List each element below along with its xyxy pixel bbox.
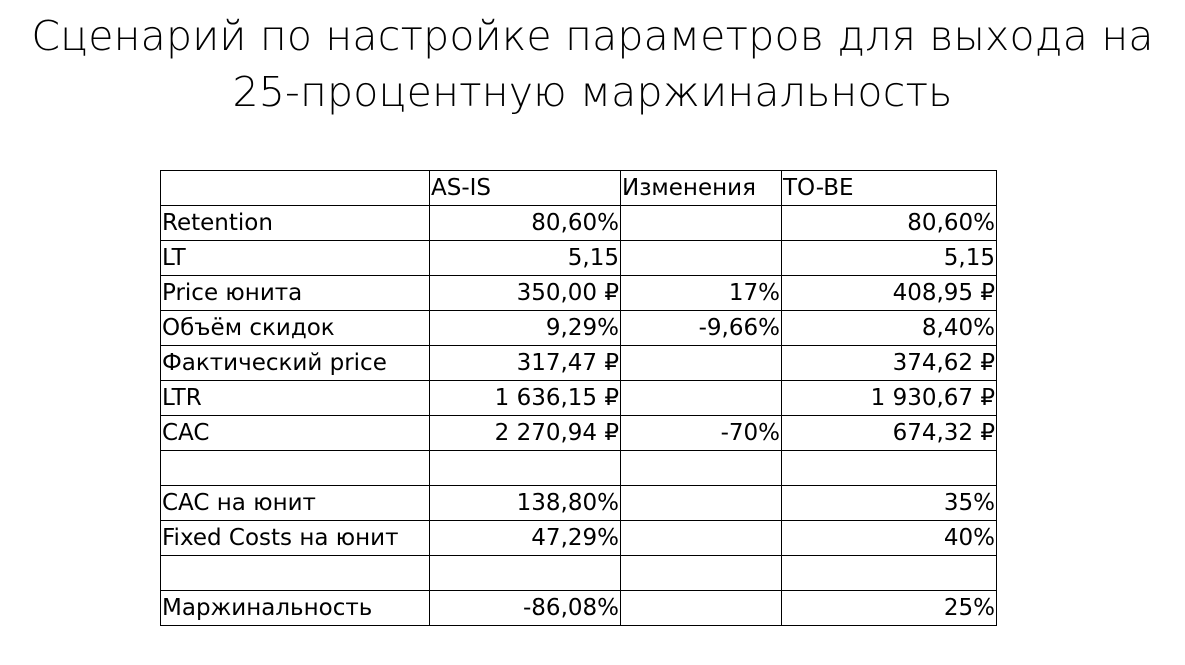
table-row	[160, 555, 997, 591]
header-cell-to-be: TO-BE	[781, 170, 997, 206]
slide-title-line-2: 25-процентную маржинальность	[232, 68, 953, 116]
table-row: CAC 2 270,94 ₽ -70% 674,32 ₽	[160, 415, 997, 451]
label-cell: Объём скидок	[160, 310, 430, 346]
label-cell: Retention	[160, 205, 430, 241]
slide-title: Сценарий по настройке параметров для вых…	[0, 8, 1185, 120]
as-is-cell: 1 636,15 ₽	[429, 380, 621, 416]
as-is-cell	[429, 555, 621, 591]
label-cell: LT	[160, 240, 430, 276]
table-row: Retention 80,60% 80,60%	[160, 205, 997, 241]
label-cell	[160, 555, 430, 591]
changes-cell	[620, 590, 782, 626]
label-cell: CAC	[160, 415, 430, 451]
as-is-cell	[429, 450, 621, 486]
to-be-cell: 674,32 ₽	[781, 415, 997, 451]
to-be-cell: 80,60%	[781, 205, 997, 241]
to-be-cell: 35%	[781, 485, 997, 521]
changes-cell: -9,66%	[620, 310, 782, 346]
as-is-cell: 2 270,94 ₽	[429, 415, 621, 451]
as-is-cell: 138,80%	[429, 485, 621, 521]
to-be-cell	[781, 555, 997, 591]
to-be-cell: 8,40%	[781, 310, 997, 346]
changes-cell	[620, 485, 782, 521]
label-cell: Fixed Costs на юнит	[160, 520, 430, 556]
slide-title-line-1: Сценарий по настройке параметров для вых…	[31, 12, 1154, 60]
table-row: LT 5,15 5,15	[160, 240, 997, 276]
label-cell: LTR	[160, 380, 430, 416]
to-be-cell: 5,15	[781, 240, 997, 276]
to-be-cell	[781, 450, 997, 486]
changes-cell: 17%	[620, 275, 782, 311]
label-cell: CAC на юнит	[160, 485, 430, 521]
header-row: AS-IS Изменения TO-BE	[160, 170, 997, 206]
to-be-cell: 408,95 ₽	[781, 275, 997, 311]
table-row	[160, 450, 997, 486]
table-row: Fixed Costs на юнит 47,29% 40%	[160, 520, 997, 556]
table-row: LTR 1 636,15 ₽ 1 930,67 ₽	[160, 380, 997, 416]
as-is-cell: -86,08%	[429, 590, 621, 626]
table-row: Объём скидок 9,29% -9,66% 8,40%	[160, 310, 997, 346]
table-row: Price юнита 350,00 ₽17% 408,95 ₽	[160, 275, 997, 311]
label-cell: Фактический price	[160, 345, 430, 381]
changes-cell	[620, 240, 782, 276]
table-row: Маржинальность -86,08% 25%	[160, 590, 997, 626]
to-be-cell: 40%	[781, 520, 997, 556]
label-cell: Маржинальность	[160, 590, 430, 626]
changes-cell	[620, 520, 782, 556]
changes-cell	[620, 380, 782, 416]
header-cell-empty	[160, 170, 430, 206]
as-is-cell: 350,00 ₽	[429, 275, 621, 311]
as-is-cell: 47,29%	[429, 520, 621, 556]
as-is-cell: 80,60%	[429, 205, 621, 241]
header-cell-as-is: AS-IS	[429, 170, 621, 206]
changes-cell	[620, 450, 782, 486]
table-row: CAC на юнит 138,80% 35%	[160, 485, 997, 521]
table-row: Фактический price 317,47 ₽ 374,62 ₽	[160, 345, 997, 381]
as-is-cell: 5,15	[429, 240, 621, 276]
changes-cell: -70%	[620, 415, 782, 451]
label-cell	[160, 450, 430, 486]
metrics-table: AS-IS Изменения TO-BE Retention 80,60% 80,…	[160, 170, 997, 626]
changes-cell	[620, 345, 782, 381]
header-cell-changes: Изменения	[620, 170, 782, 206]
changes-cell	[620, 555, 782, 591]
changes-cell	[620, 205, 782, 241]
to-be-cell: 374,62 ₽	[781, 345, 997, 381]
as-is-cell: 9,29%	[429, 310, 621, 346]
as-is-cell: 317,47 ₽	[429, 345, 621, 381]
to-be-cell: 25%	[781, 590, 997, 626]
label-cell: Price юнита	[160, 275, 430, 311]
to-be-cell: 1 930,67 ₽	[781, 380, 997, 416]
